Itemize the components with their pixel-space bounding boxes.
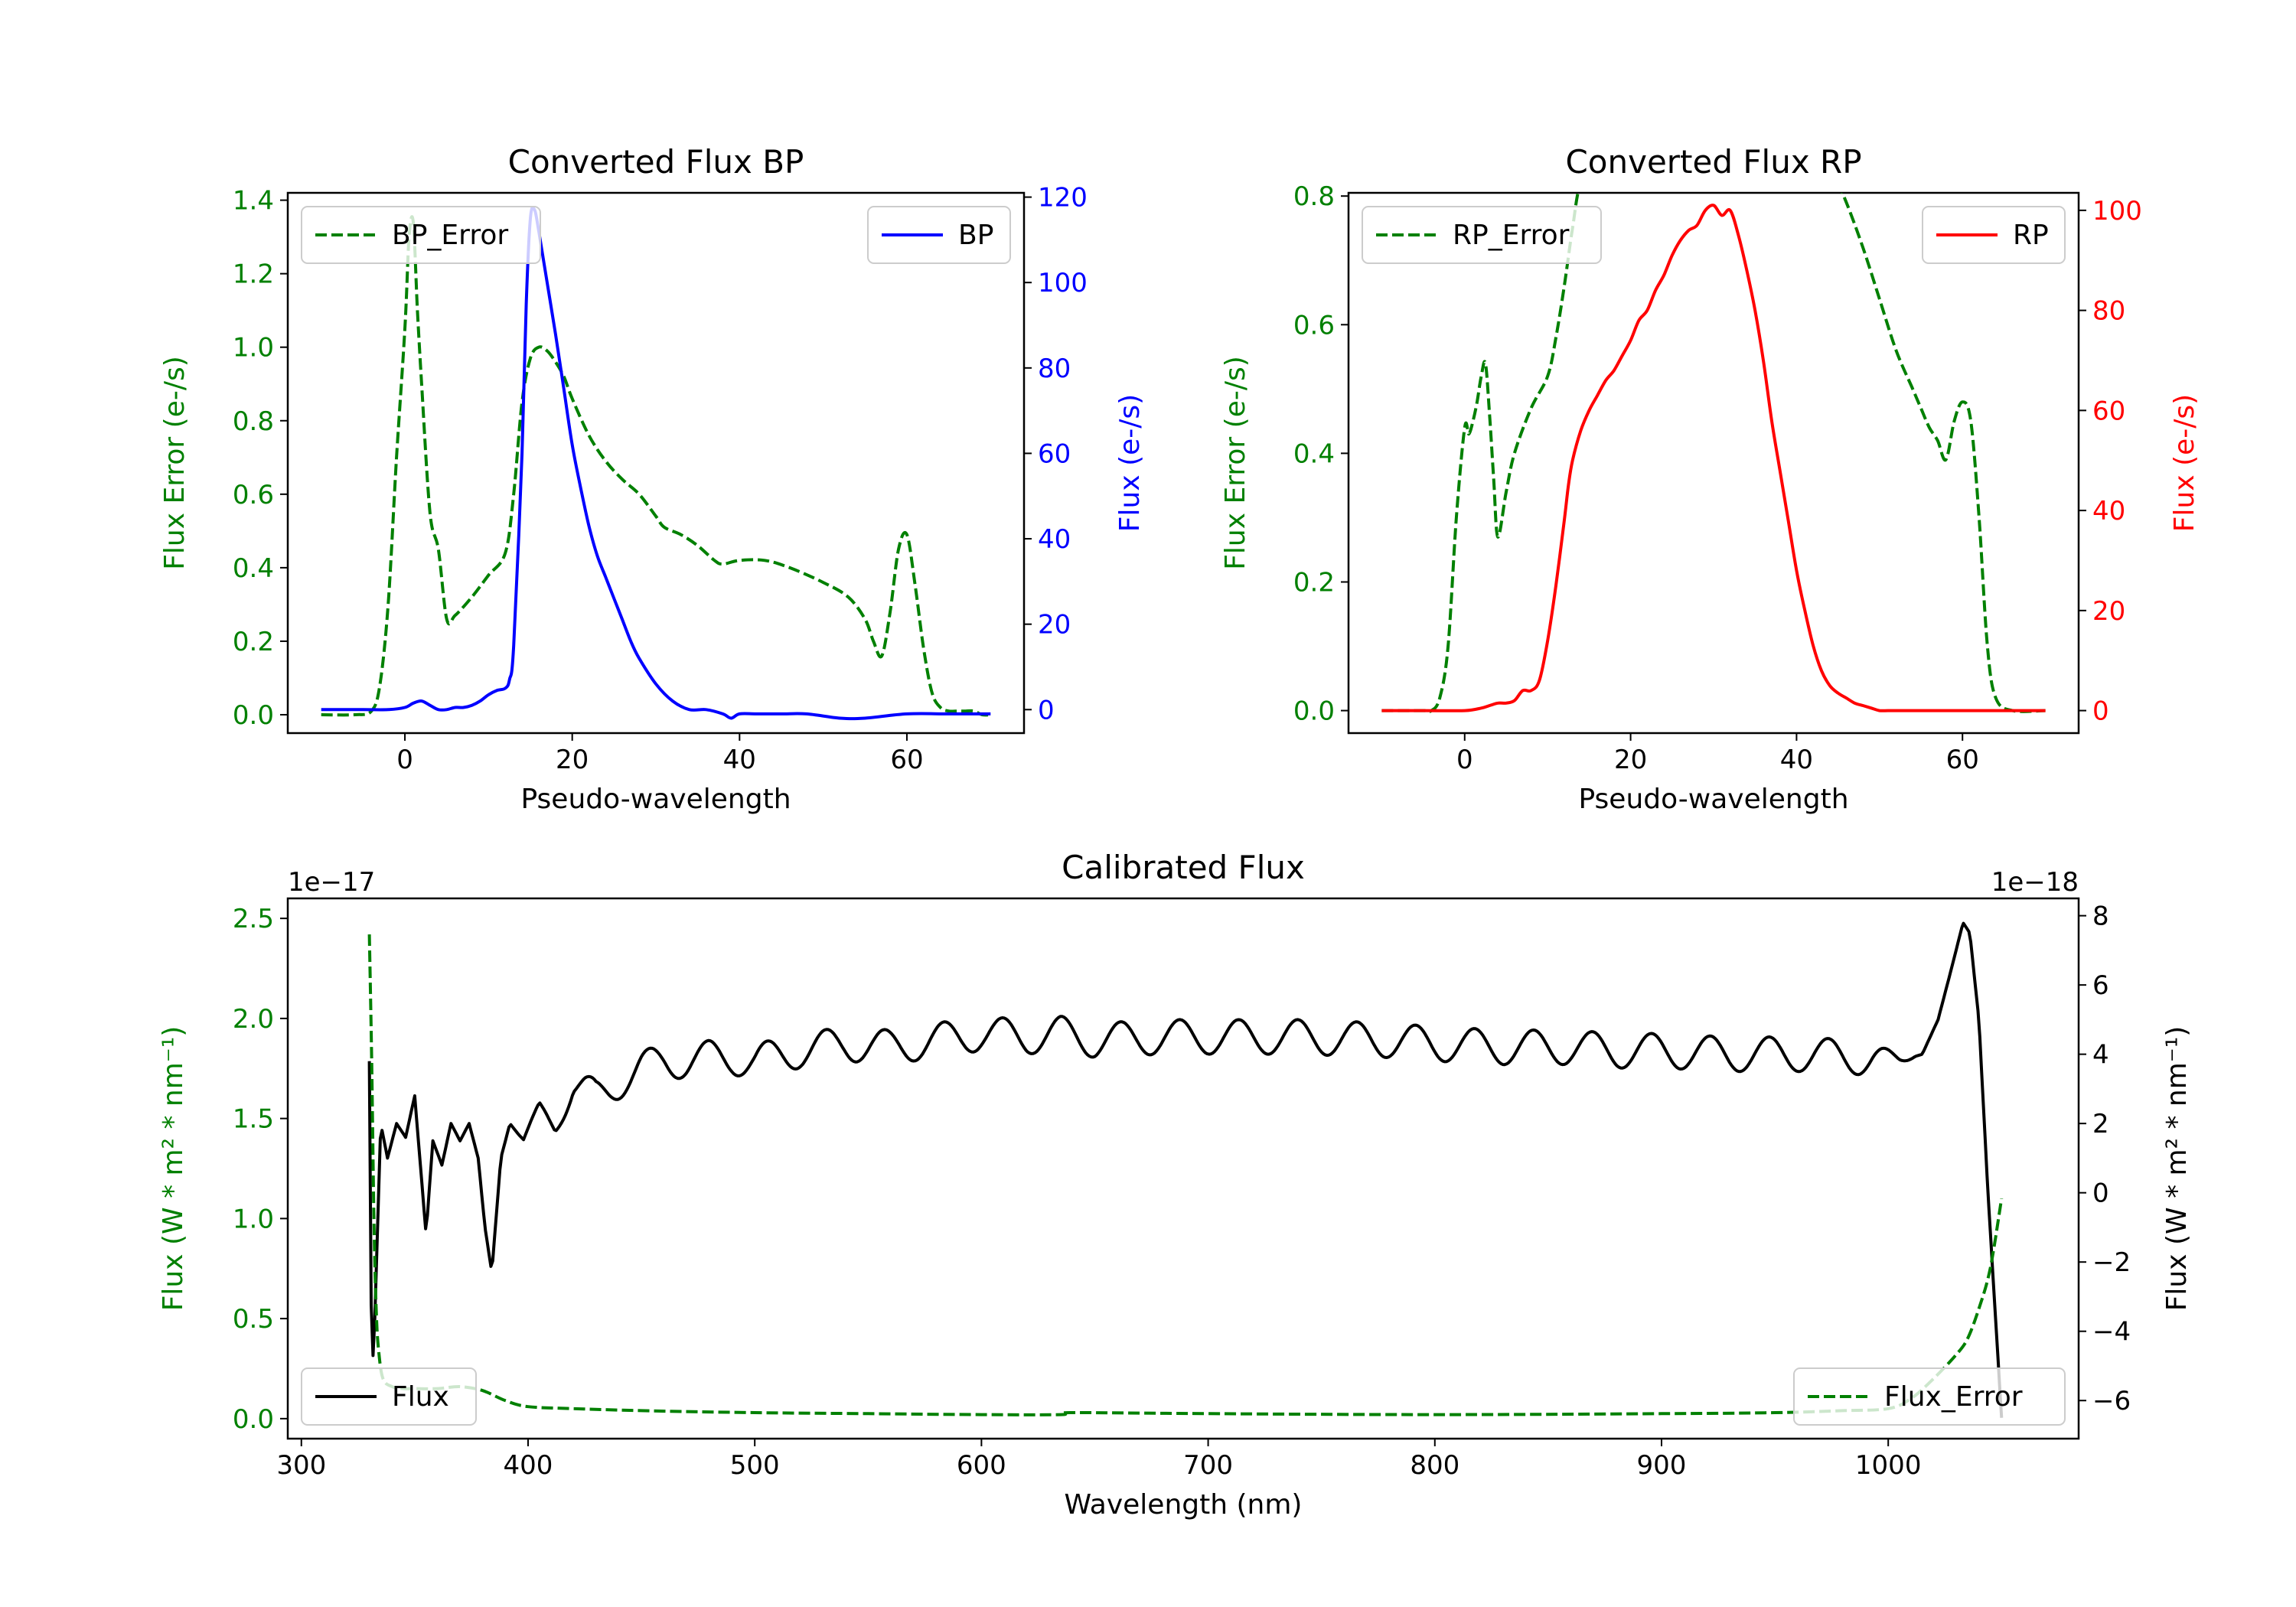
- legend-left: RP_Error: [1362, 206, 1602, 264]
- x-tick-label: 20: [556, 745, 589, 775]
- x-tick-label: 800: [1410, 1450, 1459, 1481]
- series-flux-error-line: [367, 934, 2004, 1416]
- y-right-tick-label: 80: [1038, 354, 1071, 384]
- legend-left: Flux: [301, 1367, 477, 1426]
- legend-box: [301, 206, 541, 264]
- y-left-axis-label: Flux Error (e-/s): [159, 356, 191, 570]
- y-right-tick-label: 60: [2092, 396, 2125, 426]
- y-right-tick-label: −6: [2092, 1386, 2131, 1416]
- y-right-tick-label: 40: [1038, 524, 1071, 555]
- x-tick-label: 600: [957, 1450, 1006, 1481]
- series-rp-error-line: [1381, 193, 2046, 713]
- y-right-tick-label: 60: [1038, 438, 1071, 469]
- y-left-tick-label: 2.0: [233, 1004, 274, 1035]
- y-right-tick-label: 0: [2092, 1178, 2109, 1209]
- chart-rp: Converted Flux RP 0 20 40 60 Pseudo-wavelengt…: [1220, 143, 2200, 815]
- legend-label: BP: [958, 220, 993, 251]
- x-tick-label: 20: [1614, 745, 1647, 775]
- y-right-tick-label: −2: [2092, 1247, 2131, 1278]
- y-left-axis-label: Flux (W * m² * nm⁻¹): [158, 1026, 189, 1312]
- axes-frame: [1347, 191, 2080, 735]
- y-left-tick-label: 0.6: [233, 480, 274, 510]
- legend-left: BP_Error: [301, 206, 541, 264]
- axes-frame: [286, 897, 2080, 1440]
- y-left-tick-label: 1.4: [233, 186, 274, 217]
- y-left-tick-label: 0.4: [1293, 438, 1335, 469]
- y-left-tick-label: 0.8: [1293, 181, 1335, 212]
- y-right-tick-label: −4: [2092, 1317, 2131, 1348]
- legend-right: Flux_Error: [1793, 1367, 2066, 1426]
- chart-title: Calibrated Flux: [1062, 849, 1305, 886]
- y-left-tick-label: 1.5: [233, 1104, 274, 1135]
- y-left-tick-label: 1.0: [233, 1204, 274, 1234]
- y-right-tick-label: 20: [2092, 596, 2125, 627]
- y-right-tick-label: 40: [2092, 496, 2125, 526]
- legend-label: Flux_Error: [1884, 1381, 2023, 1413]
- axes-frame: [286, 191, 1026, 735]
- legend-label: RP_Error: [1453, 220, 1570, 251]
- y-left-tick-label: 1.0: [233, 333, 274, 363]
- y-right-axis-label: Flux (e-/s): [1114, 394, 1146, 532]
- y-right-tick-label: 20: [1038, 610, 1071, 641]
- x-tick-label: 40: [723, 745, 756, 775]
- y-left-tick-label: 0.2: [233, 627, 274, 657]
- y-right-axis-label: Flux (e-/s): [2169, 394, 2200, 532]
- x-axis-label: Pseudo-wavelength: [1578, 784, 1848, 815]
- y-right-tick-label: 2: [2092, 1109, 2109, 1139]
- x-tick-label: 40: [1780, 745, 1813, 775]
- y-right-tick-label: 6: [2092, 970, 2109, 1001]
- x-tick-label: 400: [504, 1450, 553, 1481]
- x-tick-label: 0: [1456, 745, 1473, 775]
- y-left-tick-label: 0.6: [1293, 310, 1335, 341]
- y-left-tick-label: 0.0: [233, 1404, 274, 1435]
- legend-box: [1362, 206, 1602, 264]
- y-left-tick-label: 0.5: [233, 1304, 274, 1335]
- y-left-tick-label: 0.0: [1293, 696, 1335, 727]
- legend-box: [1793, 1367, 2066, 1426]
- legend-right: BP: [867, 206, 1011, 264]
- x-tick-label: 500: [730, 1450, 780, 1481]
- legend-label: RP: [2013, 220, 2049, 251]
- chart-calibrated: Calibrated Flux 300 400 500 600 700 800 900 1000…: [158, 849, 2193, 1521]
- y-left-tick-label: 2.5: [233, 904, 274, 934]
- y-right-tick-label: 100: [1038, 268, 1088, 298]
- series-rp-line: [1381, 204, 2046, 712]
- legend-box: [301, 1367, 477, 1426]
- x-tick-label: 700: [1183, 1450, 1233, 1481]
- x-tick-label: 1000: [1855, 1450, 1922, 1481]
- x-axis-label: Pseudo-wavelength: [520, 784, 791, 815]
- y-right-tick-label: 80: [2092, 296, 2125, 327]
- y-right-axis-label: Flux (W * m² * nm⁻¹): [2161, 1026, 2193, 1312]
- series-flux-line: [367, 921, 2004, 1418]
- legend-right: RP: [1922, 206, 2066, 264]
- x-tick-label: 0: [396, 745, 413, 775]
- y-right-tick-label: 0: [2092, 696, 2109, 727]
- chart-title: Converted Flux BP: [508, 143, 804, 181]
- y-left-tick-label: 0.4: [233, 553, 274, 584]
- chart-bp: Converted Flux BP 0 20 40 60 Pseudo-wavelengt…: [159, 143, 1146, 815]
- legend-label: Flux: [392, 1381, 449, 1413]
- x-tick-label: 60: [890, 745, 923, 775]
- x-tick-label: 60: [1946, 745, 1979, 775]
- y-left-tick-label: 0.2: [1293, 567, 1335, 598]
- chart-title: Converted Flux RP: [1565, 143, 1861, 181]
- series-bp-line: [321, 206, 991, 721]
- y-right-tick-label: 100: [2092, 196, 2142, 227]
- y-right-tick-label: 8: [2092, 901, 2109, 932]
- x-tick-label: 300: [276, 1450, 326, 1481]
- y-right-offset-label: 1e−18: [1991, 867, 2079, 898]
- y-left-tick-label: 0.0: [233, 700, 274, 731]
- x-axis-label: Wavelength (nm): [1065, 1489, 1303, 1521]
- y-left-tick-label: 0.8: [233, 406, 274, 437]
- y-left-axis-label: Flux Error (e-/s): [1220, 356, 1251, 570]
- y-right-tick-label: 0: [1038, 695, 1055, 725]
- y-right-tick-label: 120: [1038, 183, 1088, 214]
- x-tick-label: 900: [1637, 1450, 1687, 1481]
- series-bp-error-line: [321, 215, 991, 717]
- legend-label: BP_Error: [392, 220, 508, 251]
- y-left-offset-label: 1e−17: [288, 867, 375, 898]
- y-left-tick-label: 1.2: [233, 259, 274, 290]
- y-right-tick-label: 4: [2092, 1040, 2109, 1071]
